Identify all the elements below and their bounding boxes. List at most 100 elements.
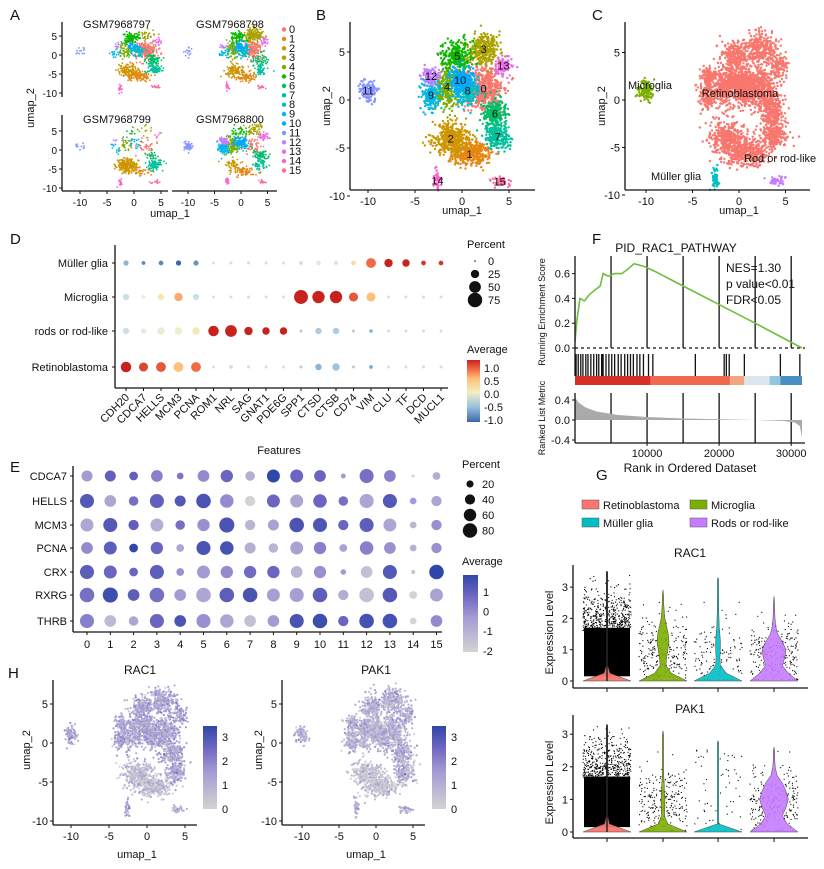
umap-point xyxy=(137,71,140,74)
umap-point xyxy=(141,74,144,77)
umap-point xyxy=(225,56,228,59)
umap-point xyxy=(247,81,250,84)
umap-point xyxy=(144,169,147,172)
umap-point xyxy=(156,69,159,72)
umap-point xyxy=(125,74,127,76)
umap-point xyxy=(254,156,257,159)
umap-point xyxy=(157,54,160,57)
umap-point xyxy=(241,129,243,132)
umap-point xyxy=(238,32,241,35)
umap-point xyxy=(256,63,259,65)
umap-point xyxy=(151,163,154,166)
umap-point xyxy=(243,147,246,150)
umap-point xyxy=(237,137,239,140)
umap-point xyxy=(453,146,456,150)
umap-point xyxy=(467,139,471,142)
umap-point xyxy=(443,148,446,151)
umap-point xyxy=(123,165,126,168)
umap-point xyxy=(129,73,132,76)
umap-point xyxy=(486,158,489,161)
umap-point xyxy=(258,179,260,182)
umap-point xyxy=(121,44,124,47)
umap-point xyxy=(478,152,482,156)
umap-point xyxy=(155,69,158,72)
umap-point xyxy=(475,65,478,69)
umap-point xyxy=(151,165,154,168)
umap-point xyxy=(487,83,491,87)
umap-point xyxy=(235,78,238,81)
legend-swatch xyxy=(281,149,287,154)
umap-point xyxy=(243,77,246,79)
umap-point xyxy=(224,49,227,52)
umap-point xyxy=(237,50,240,52)
umap-point xyxy=(227,42,230,45)
umap-point xyxy=(430,139,434,142)
umap-point xyxy=(118,179,121,182)
umap-point xyxy=(119,52,121,54)
umap-point xyxy=(128,66,131,68)
umap-point xyxy=(460,123,463,126)
umap-point xyxy=(255,133,258,135)
umap-point xyxy=(441,119,445,123)
legend-swatch xyxy=(281,74,287,79)
umap-point xyxy=(463,123,467,126)
umap-point xyxy=(152,69,155,71)
umap-point xyxy=(143,70,146,73)
umap-point xyxy=(141,62,143,65)
umap-point xyxy=(249,80,252,82)
umap-point xyxy=(187,56,190,59)
panel-letter-c: C xyxy=(592,7,603,24)
umap-point xyxy=(257,73,260,76)
umap-point xyxy=(187,140,190,143)
umap-point xyxy=(135,171,137,174)
umap-point xyxy=(186,147,189,150)
umap-point xyxy=(241,48,244,51)
umap-point xyxy=(156,86,159,89)
umap-point xyxy=(151,86,154,88)
umap-point xyxy=(160,42,163,44)
umap-point xyxy=(159,159,162,161)
umap-point xyxy=(235,37,238,39)
umap-point xyxy=(265,181,267,184)
umap-point xyxy=(138,130,141,133)
panel-letter-g: G xyxy=(596,467,608,484)
umap-point xyxy=(265,36,267,39)
umap-point xyxy=(155,41,158,44)
umap-sample-plot xyxy=(75,123,168,188)
umap-point xyxy=(146,136,149,139)
umap-point xyxy=(141,50,144,52)
umap-point xyxy=(150,74,153,77)
umap-point xyxy=(225,39,228,41)
umap-point xyxy=(138,44,141,47)
umap-point xyxy=(121,71,124,74)
umap-point xyxy=(154,157,157,160)
umap-point xyxy=(184,147,187,150)
umap-point xyxy=(235,143,238,146)
panel-letter-e: E xyxy=(10,459,20,476)
umap-point xyxy=(146,75,149,78)
umap-point xyxy=(127,39,130,41)
umap-point xyxy=(186,52,189,55)
umap-point xyxy=(438,124,441,128)
umap-point xyxy=(141,78,143,81)
umap-point xyxy=(486,74,489,77)
umap-point xyxy=(151,62,154,65)
umap-point xyxy=(245,42,248,45)
umap-point xyxy=(131,130,134,133)
umap-point xyxy=(233,142,235,144)
umap-point xyxy=(262,64,264,67)
umap-point xyxy=(250,60,253,62)
umap-point xyxy=(135,139,138,142)
umap-point xyxy=(225,144,228,147)
umap-point xyxy=(129,61,132,64)
umap-point xyxy=(122,141,125,144)
umap-point xyxy=(489,79,493,82)
umap-point xyxy=(245,133,248,136)
umap-point xyxy=(136,42,139,45)
umap-point xyxy=(240,40,243,43)
umap-point xyxy=(130,132,133,135)
umap-point xyxy=(157,43,160,45)
umap-point xyxy=(249,129,252,132)
umap-point xyxy=(481,153,484,157)
umap-point xyxy=(151,64,154,66)
